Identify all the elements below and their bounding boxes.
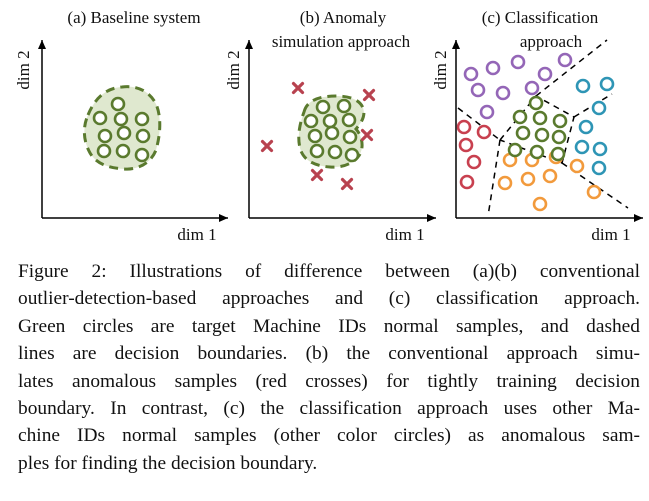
teal-sample	[599, 76, 615, 92]
green-sample	[135, 128, 151, 144]
anomaly-cross	[310, 168, 324, 182]
panel-b-ylabel: dim 2	[224, 50, 243, 89]
panel-c-title-line-1: (c) Classification	[482, 8, 599, 27]
caption-line: lates anomalous samples (red crosses) fo…	[18, 370, 640, 392]
anomaly-cross	[260, 139, 274, 153]
green-sample	[96, 143, 112, 159]
green-sample	[324, 125, 340, 141]
panel-b-plot	[260, 81, 376, 191]
anomaly-cross	[291, 81, 305, 95]
panel-b-title-line-2: simulation approach	[272, 32, 411, 51]
panel-a-title: (a) Baseline system	[67, 8, 200, 27]
green-sample	[528, 95, 544, 111]
caption-line: outlier-detection-based approaches and (…	[18, 288, 640, 310]
boundary-top-right	[535, 39, 608, 97]
figure: (a) Baseline system (b) Anomaly simulati…	[14, 8, 643, 244]
caption-line: ples for finding the decision boundary.	[18, 452, 318, 474]
green-sample	[341, 112, 357, 128]
red-sample	[456, 119, 472, 135]
green-sample	[336, 98, 352, 114]
purple-sample	[463, 66, 479, 82]
green-sample	[322, 113, 338, 129]
green-sample	[529, 144, 545, 160]
orange-sample	[532, 196, 548, 212]
green-sample	[512, 109, 528, 125]
orange-sample	[542, 168, 558, 184]
caption-line: lines are decision boundaries. (b) the c…	[18, 343, 640, 365]
red-sample	[476, 124, 492, 140]
orange-sample	[520, 171, 536, 187]
green-sample	[134, 111, 150, 127]
orange-sample	[586, 184, 602, 200]
green-sample	[92, 110, 108, 126]
panel-a-ylabel: dim 2	[14, 50, 33, 89]
purple-sample	[510, 54, 526, 70]
anomaly-cross	[340, 177, 354, 191]
green-sample	[534, 127, 550, 143]
panel-c-axes	[452, 40, 643, 222]
purple-sample	[524, 80, 540, 96]
green-sample	[342, 129, 358, 145]
panel-a-xlabel: dim 1	[177, 225, 216, 244]
panel-a-plot	[82, 85, 162, 171]
panel-b-title-line-1: (b) Anomaly	[300, 8, 387, 27]
panel-b-axes	[245, 40, 436, 222]
teal-sample	[591, 160, 607, 176]
teal-sample	[578, 119, 594, 135]
red-sample	[466, 154, 482, 170]
green-sample	[113, 111, 129, 127]
boundary-top-left	[457, 107, 501, 141]
green-sample	[515, 125, 531, 141]
green-sample	[116, 125, 132, 141]
green-sample	[327, 144, 343, 160]
green-sample	[309, 143, 325, 159]
panel-c-plot	[456, 39, 629, 217]
purple-sample	[470, 82, 486, 98]
green-sample	[307, 128, 323, 144]
panel-b-xlabel: dim 1	[385, 225, 424, 244]
figure-canvas: (a) Baseline system (b) Anomaly simulati…	[14, 8, 643, 244]
anomaly-cross	[360, 128, 374, 142]
panel-c-xlabel: dim 1	[591, 225, 630, 244]
green-sample	[550, 146, 566, 162]
orange-sample	[497, 175, 513, 191]
caption-line: boundary. In contrast, (c) the classific…	[18, 398, 640, 420]
red-sample	[458, 137, 474, 153]
green-sample	[110, 96, 126, 112]
anomaly-cross	[362, 88, 376, 102]
green-sample	[315, 99, 331, 115]
green-sample	[507, 142, 523, 158]
panel-c-title-line-2: approach	[520, 32, 583, 51]
green-sample	[551, 129, 567, 145]
green-sample	[97, 128, 113, 144]
teal-sample	[575, 78, 591, 94]
purple-sample	[537, 66, 553, 82]
green-sample	[115, 143, 131, 159]
panel-c-ylabel: dim 2	[431, 50, 450, 89]
red-sample	[459, 174, 475, 190]
purple-sample	[485, 60, 501, 76]
purple-sample	[479, 104, 495, 120]
panel-a-axes	[38, 40, 228, 222]
caption-line: Figure 2: Illustrations of difference be…	[18, 261, 640, 282]
green-sample	[303, 113, 319, 129]
green-sample	[344, 147, 360, 163]
orange-sample	[569, 158, 585, 174]
green-sample	[532, 110, 548, 126]
caption-line: Green circles are target Machine IDs nor…	[18, 315, 640, 337]
teal-sample	[591, 100, 607, 116]
caption-line: chine IDs normal samples (other color ci…	[18, 425, 640, 447]
purple-sample	[495, 85, 511, 101]
teal-sample	[592, 141, 608, 157]
teal-sample	[574, 139, 590, 155]
green-sample	[134, 147, 150, 163]
boundary-left-bottom	[487, 139, 501, 217]
figure-caption: Figure 2: Illustrations of difference be…	[18, 258, 640, 477]
purple-sample	[557, 52, 573, 68]
green-sample	[552, 113, 568, 129]
